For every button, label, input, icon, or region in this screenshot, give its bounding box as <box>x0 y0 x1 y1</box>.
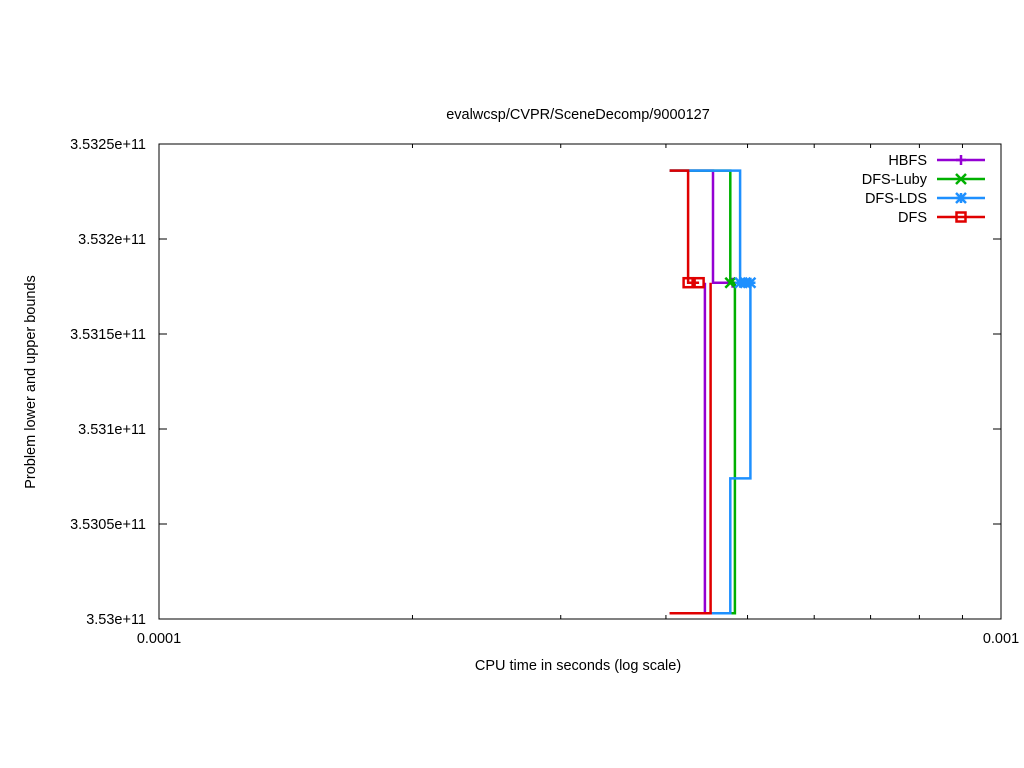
series-hbfs <box>669 169 738 615</box>
x-tick-label: 0.0001 <box>137 631 181 647</box>
series-lower-bound-line <box>669 282 707 615</box>
series-marker <box>682 276 694 289</box>
y-axis-label: Problem lower and upper bounds <box>23 275 39 489</box>
series-upper-bound-line <box>669 169 733 284</box>
y-tick-label: 3.53e+11 <box>86 612 146 628</box>
y-tick-label: 3.532e+11 <box>78 232 146 248</box>
x-axis-label: CPU time in seconds (log scale) <box>475 658 681 674</box>
series-dfs-luby <box>669 169 737 615</box>
legend-entry: DFS-LDS <box>865 191 985 207</box>
chart-title: evalwcsp/CVPR/SceneDecomp/9000127 <box>446 107 710 123</box>
legend-marker <box>955 211 967 223</box>
legend-marker <box>955 192 967 204</box>
series-upper-bound-line <box>669 169 735 284</box>
legend-label: DFS-LDS <box>865 191 927 207</box>
y-tick-label: 3.5325e+11 <box>70 137 146 153</box>
series-upper-bound-line <box>669 169 700 284</box>
plot-frame <box>158 143 1002 620</box>
legend-entry: DFS <box>898 210 985 226</box>
legend-entry: HBFS <box>888 153 985 169</box>
series-marker <box>724 276 737 289</box>
series-lower-bound-line <box>669 282 737 615</box>
legend-marker <box>955 173 967 185</box>
y-axis-ticks: 3.53e+11 3.5305e+11 3.531e+11 3.5315e+11 3.5… <box>70 137 1001 628</box>
series-dfs <box>669 169 712 615</box>
series-marker <box>734 276 747 289</box>
legend-entry: DFS-Luby <box>862 172 985 188</box>
series-layer <box>669 169 757 615</box>
legend: HBFS DFS-Luby DFS-LDS DFS <box>862 153 985 226</box>
y-tick-label: 3.5305e+11 <box>70 517 146 533</box>
series-marker <box>739 276 752 289</box>
y-tick-label: 3.5315e+11 <box>70 327 146 343</box>
series-marker <box>693 276 705 289</box>
y-tick-label: 3.531e+11 <box>78 422 146 438</box>
legend-marker <box>956 155 966 165</box>
x-axis-ticks: 0.0001 0.001 <box>137 144 1019 647</box>
series-upper-bound-line <box>669 169 751 284</box>
legend-label: DFS <box>898 210 927 226</box>
series-marker <box>744 276 757 289</box>
x-tick-label: 0.001 <box>983 631 1019 647</box>
legend-label: DFS-Luby <box>862 172 928 188</box>
x-minor-ticks <box>411 144 963 619</box>
legend-label: HBFS <box>888 153 927 169</box>
series-lower-bound-line <box>669 282 712 615</box>
